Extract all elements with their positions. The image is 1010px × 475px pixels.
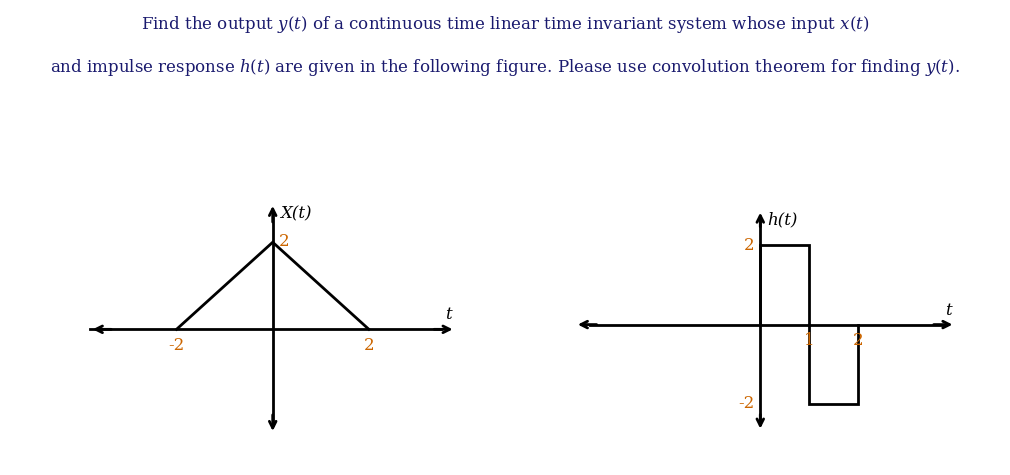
Text: -2: -2 bbox=[169, 337, 185, 354]
Text: 2: 2 bbox=[364, 337, 374, 354]
Text: t: t bbox=[944, 302, 951, 319]
Text: 2: 2 bbox=[743, 237, 754, 254]
Text: 2: 2 bbox=[852, 332, 864, 349]
Text: 1: 1 bbox=[804, 332, 814, 349]
Text: -2: -2 bbox=[738, 395, 754, 412]
Text: and impulse response $h(t)$ are given in the following figure. Please use convol: and impulse response $h(t)$ are given in… bbox=[50, 57, 959, 78]
Text: X(t): X(t) bbox=[280, 205, 311, 222]
Text: h(t): h(t) bbox=[768, 212, 798, 229]
Text: 2: 2 bbox=[279, 233, 289, 250]
Text: Find the output $y(t)$ of a continuous time linear time invariant system whose i: Find the output $y(t)$ of a continuous t… bbox=[140, 14, 870, 35]
Text: t: t bbox=[445, 306, 451, 323]
